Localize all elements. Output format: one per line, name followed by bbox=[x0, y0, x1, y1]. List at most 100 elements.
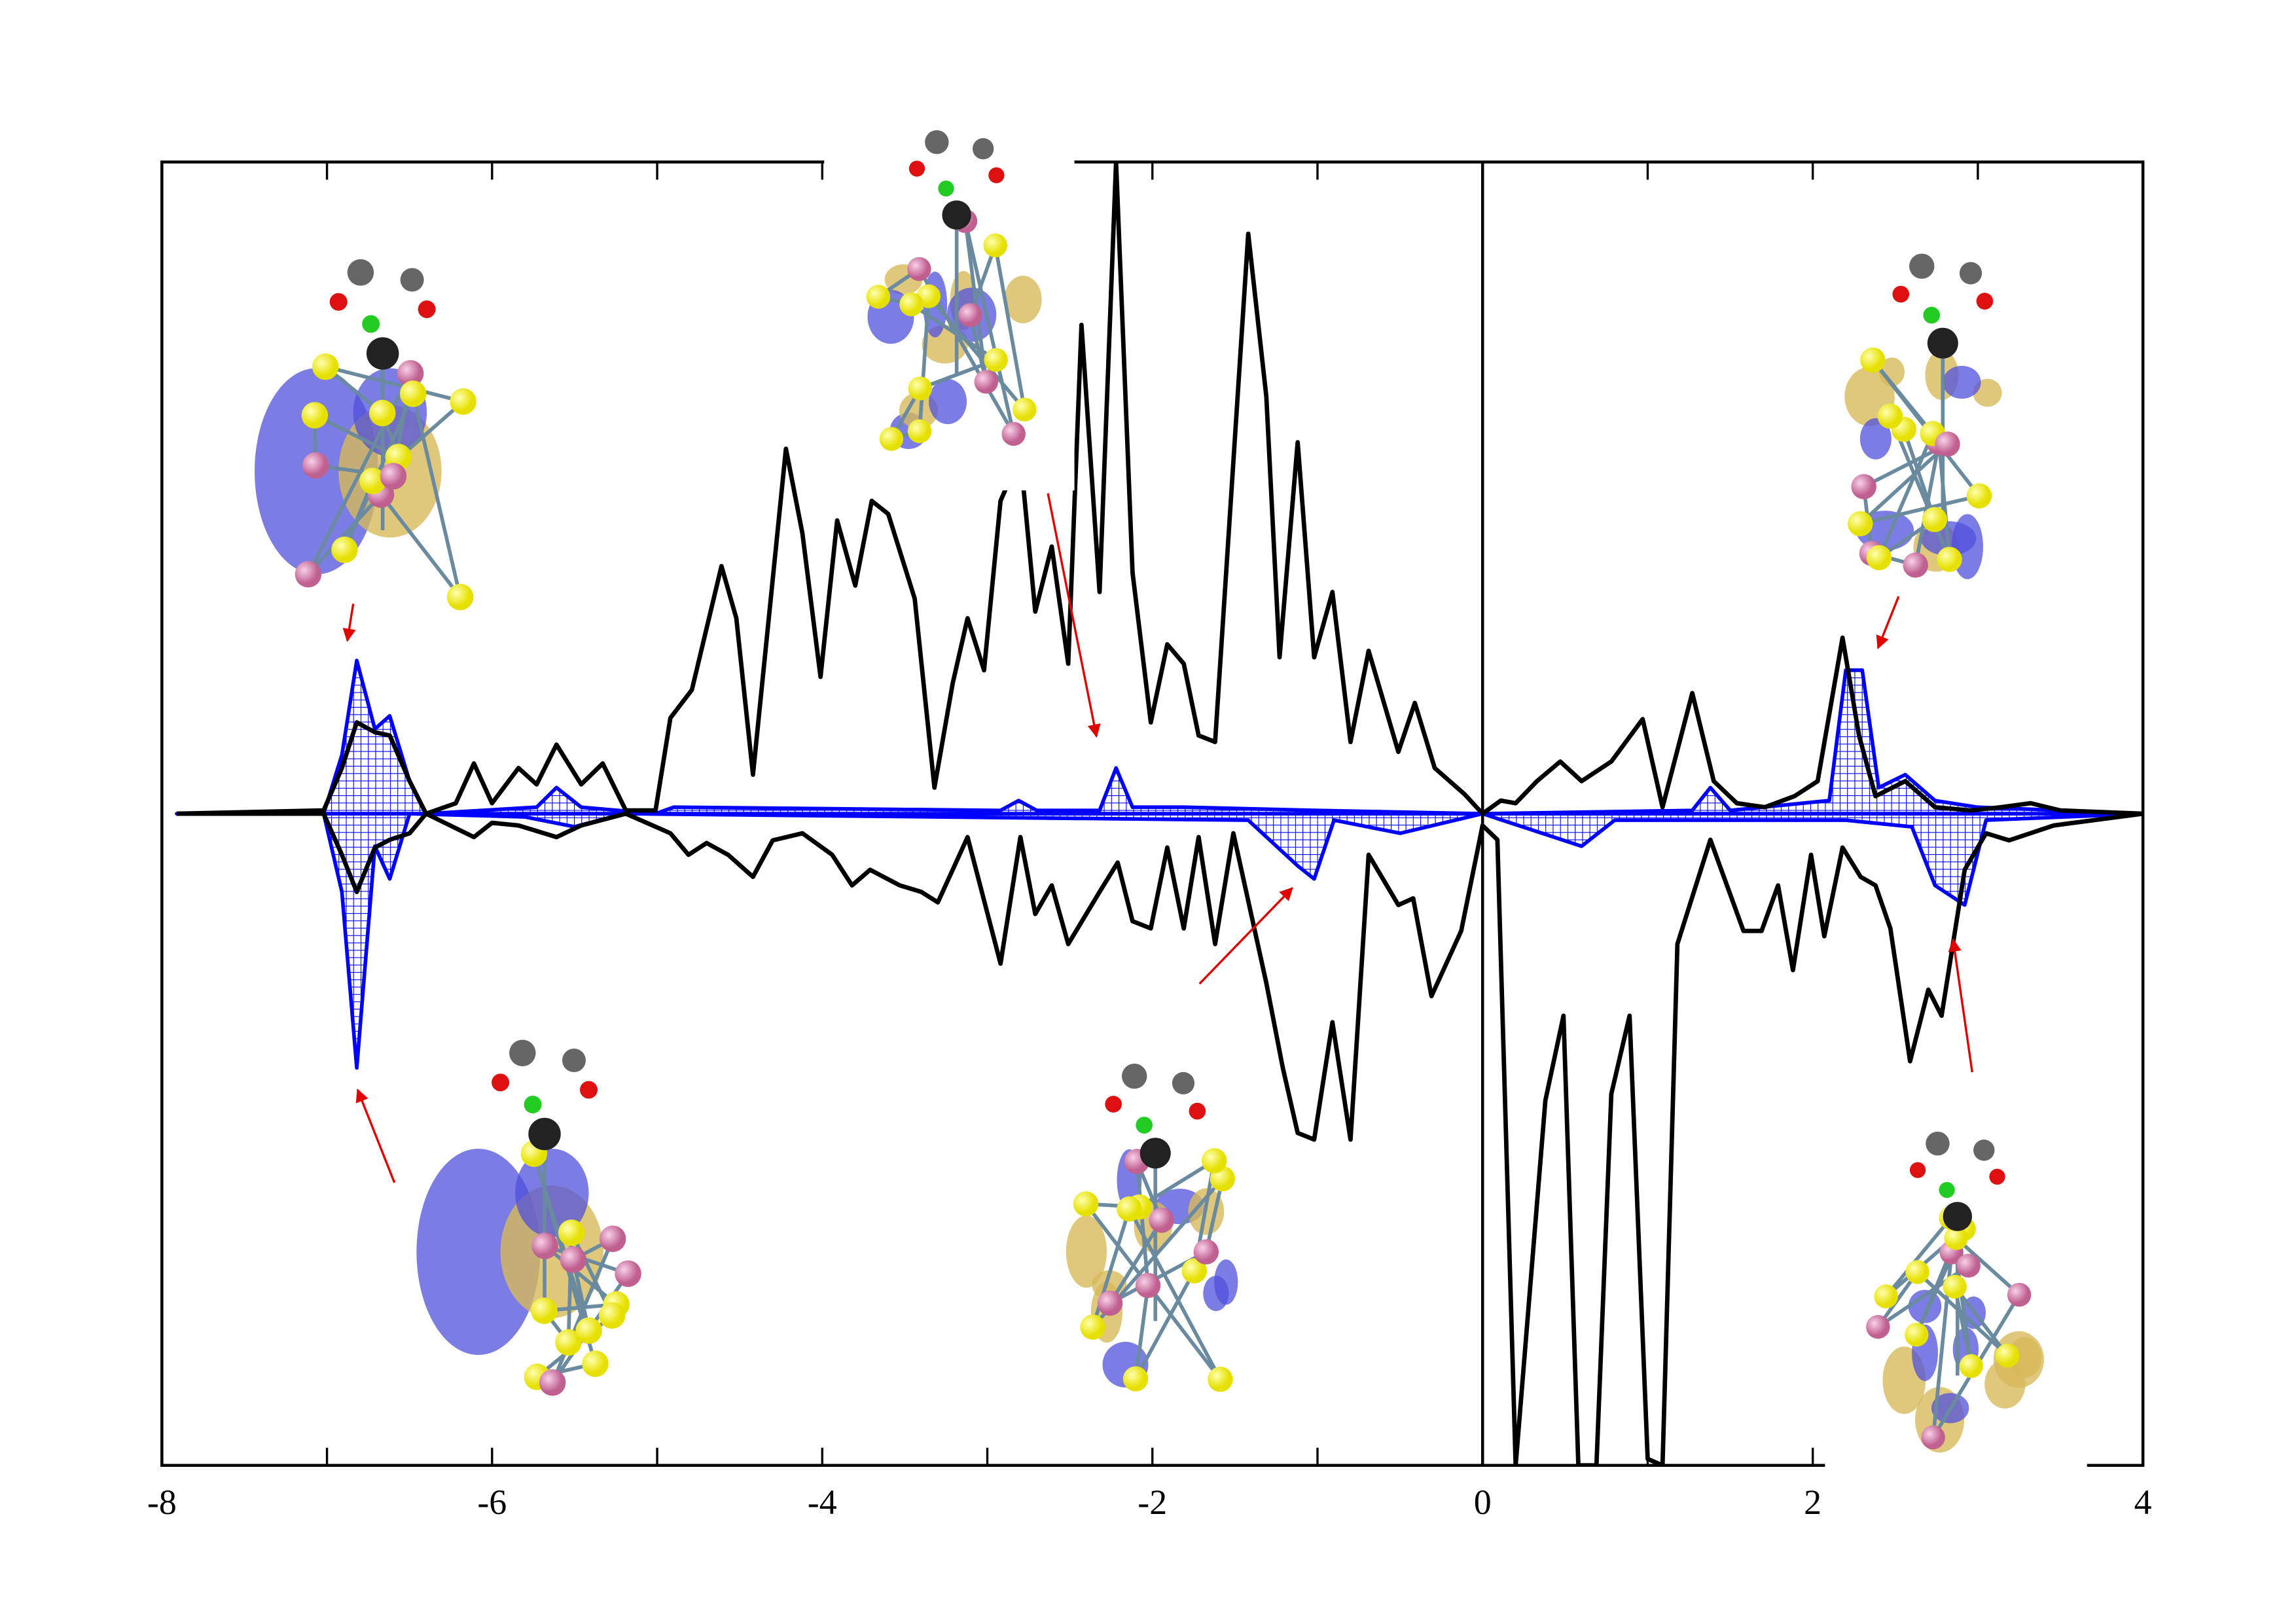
atom bbox=[958, 303, 982, 327]
orbital-lobe bbox=[929, 379, 967, 425]
molecule-render bbox=[1844, 253, 2002, 579]
atom bbox=[524, 1096, 542, 1113]
bond bbox=[1134, 1285, 1150, 1379]
x-tick-label: -4 bbox=[808, 1483, 837, 1522]
atom bbox=[450, 388, 476, 415]
x-tick-label: -6 bbox=[477, 1483, 507, 1522]
atom bbox=[598, 1302, 626, 1329]
atom bbox=[1105, 1096, 1122, 1113]
bond bbox=[1134, 1270, 1196, 1380]
bond bbox=[1108, 1219, 1164, 1305]
atom bbox=[1956, 1253, 1981, 1278]
atom bbox=[1909, 253, 1935, 279]
axes: -8 -6 -4 -2 0 2 4 bbox=[147, 162, 2152, 1522]
atom bbox=[1001, 422, 1026, 446]
atom bbox=[446, 583, 474, 611]
atom bbox=[1851, 474, 1876, 499]
atom bbox=[369, 399, 396, 427]
atom bbox=[972, 138, 994, 160]
atom bbox=[988, 167, 1005, 183]
atom bbox=[380, 463, 407, 490]
atom bbox=[879, 427, 904, 451]
atom bbox=[312, 353, 339, 380]
atom bbox=[301, 402, 329, 429]
atom bbox=[582, 1350, 609, 1377]
atom bbox=[866, 285, 891, 309]
atom bbox=[509, 1039, 536, 1066]
atom bbox=[1959, 1354, 1984, 1378]
atom bbox=[907, 419, 932, 443]
pdos-area bbox=[175, 658, 2144, 816]
atom bbox=[1995, 1343, 2020, 1368]
atom bbox=[558, 1219, 585, 1246]
atom bbox=[899, 292, 924, 317]
atom bbox=[295, 561, 322, 588]
atom bbox=[1935, 431, 1960, 457]
bond bbox=[379, 493, 462, 598]
atom bbox=[2007, 1282, 2032, 1307]
bond bbox=[1877, 433, 1935, 559]
arrow bbox=[1948, 938, 1973, 1073]
bond bbox=[543, 1244, 618, 1306]
bond bbox=[1859, 494, 1980, 526]
atom bbox=[1939, 1181, 1955, 1198]
atom bbox=[1073, 1191, 1099, 1217]
x-tick-label: -2 bbox=[1138, 1483, 1167, 1522]
atom bbox=[1189, 1102, 1206, 1120]
bond bbox=[1871, 359, 1934, 435]
atom bbox=[399, 380, 427, 407]
bond bbox=[1902, 429, 1937, 520]
bond bbox=[993, 245, 1027, 410]
atom bbox=[531, 1233, 558, 1259]
atom bbox=[1122, 1366, 1149, 1392]
orbital-lobe bbox=[416, 1149, 541, 1355]
atom bbox=[362, 315, 380, 333]
atom bbox=[1874, 1284, 1898, 1308]
atom bbox=[1097, 1290, 1123, 1316]
atom bbox=[1860, 347, 1886, 373]
orbital-lobe bbox=[1203, 1276, 1229, 1312]
x-tick-label: 0 bbox=[1474, 1483, 1492, 1522]
atom bbox=[397, 360, 424, 387]
atom bbox=[400, 268, 424, 292]
bond bbox=[314, 413, 400, 459]
atom bbox=[1903, 552, 1928, 578]
atom bbox=[560, 1246, 586, 1273]
molecule-render bbox=[416, 1039, 641, 1396]
bond bbox=[1884, 1216, 1952, 1298]
atom bbox=[302, 452, 329, 479]
atom bbox=[1944, 1226, 1968, 1250]
atom bbox=[539, 1369, 566, 1396]
molecule-render bbox=[255, 259, 476, 611]
atom bbox=[1181, 1258, 1208, 1284]
atom bbox=[492, 1073, 510, 1092]
pdos-area bbox=[175, 812, 2144, 1070]
atom bbox=[1926, 1131, 1950, 1156]
atom bbox=[1892, 285, 1910, 303]
atom bbox=[1208, 1367, 1233, 1392]
atom bbox=[1937, 547, 1962, 572]
atom bbox=[1202, 1148, 1227, 1174]
orbital-lobe bbox=[1859, 418, 1892, 459]
atom bbox=[1943, 1202, 1973, 1231]
bond bbox=[325, 365, 464, 404]
atom bbox=[1193, 1239, 1219, 1265]
plot-area bbox=[175, 162, 2144, 1466]
atom bbox=[366, 337, 399, 370]
atom bbox=[1905, 1260, 1929, 1284]
atom bbox=[1080, 1314, 1105, 1340]
atom bbox=[908, 160, 925, 177]
atom bbox=[1149, 1207, 1174, 1233]
arrow bbox=[342, 603, 356, 642]
bond bbox=[411, 393, 462, 598]
atom bbox=[615, 1260, 641, 1287]
atom bbox=[1135, 1272, 1161, 1299]
bond bbox=[963, 221, 1016, 435]
atom bbox=[579, 1081, 598, 1099]
atom bbox=[938, 180, 954, 197]
arrow bbox=[1047, 493, 1101, 738]
orbital-lobe bbox=[1066, 1215, 1107, 1288]
atom bbox=[1121, 1063, 1147, 1089]
